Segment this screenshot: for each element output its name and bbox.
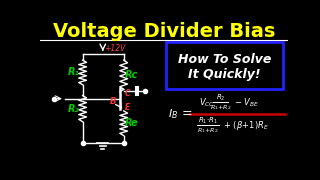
Text: +12V: +12V [104,44,126,53]
Text: $V_{CC}$: $V_{CC}$ [199,96,215,109]
Text: B: B [110,97,116,106]
Text: $R_2$: $R_2$ [216,93,225,103]
Text: E: E [125,103,130,112]
Text: =: = [182,107,192,120]
Text: $R_1\!\cdot\! R_1$: $R_1\!\cdot\! R_1$ [198,116,218,126]
Text: R₂: R₂ [68,104,80,114]
Text: Voltage Divider Bias: Voltage Divider Bias [53,22,275,41]
FancyBboxPatch shape [165,42,283,89]
Text: $R_1\!+\!R_2$: $R_1\!+\!R_2$ [197,126,219,135]
Text: Re: Re [124,118,138,128]
Text: $+\ (\beta\!+\!1)R_E$: $+\ (\beta\!+\!1)R_E$ [223,119,269,132]
Text: R₁: R₁ [68,68,80,77]
Text: Rc: Rc [125,70,138,80]
Text: C: C [125,89,130,98]
Text: $R_1\!+\!R_2$: $R_1\!+\!R_2$ [210,103,231,112]
Text: $I_B$: $I_B$ [168,107,178,121]
Text: How To Solve: How To Solve [178,53,271,66]
Text: It Quickly!: It Quickly! [188,68,261,81]
Text: $-\ V_{BE}$: $-\ V_{BE}$ [234,96,259,109]
